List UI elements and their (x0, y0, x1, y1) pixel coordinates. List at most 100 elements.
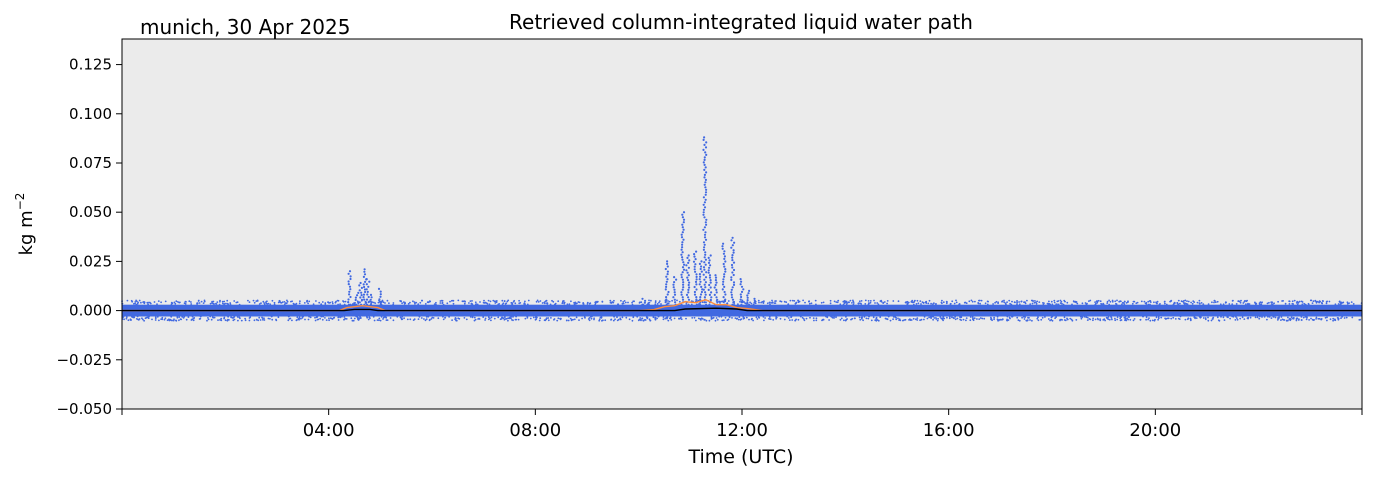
scatter-point (439, 300, 442, 302)
scatter-point (702, 266, 706, 269)
scatter-point (703, 246, 706, 249)
scatter-point (693, 255, 696, 258)
scatter-point (704, 193, 707, 196)
scatter-point (202, 302, 205, 304)
scatter-point (685, 317, 687, 320)
scatter-point (681, 246, 684, 249)
scatter-point (703, 236, 707, 239)
scatter-point (833, 300, 836, 303)
scatter-point (382, 318, 384, 320)
scatter-point (844, 301, 846, 304)
scatter-point (283, 303, 286, 306)
scatter-point (141, 317, 143, 320)
scatter-point (702, 273, 705, 276)
scatter-point (703, 318, 706, 321)
y-tick-label: 0.075 (69, 154, 112, 172)
scatter-point (1261, 316, 1263, 318)
scatter-point (700, 260, 703, 263)
scatter-point (515, 315, 517, 318)
scatter-point (303, 302, 306, 304)
scatter-point (752, 303, 755, 306)
scatter-point (549, 303, 552, 306)
scatter-point (699, 275, 702, 278)
scatter-point (1016, 316, 1019, 319)
scatter-point (1216, 316, 1219, 319)
scatter-point (906, 302, 909, 305)
scatter-point (473, 319, 476, 322)
scatter-point (583, 316, 586, 318)
scatter-point (337, 315, 340, 318)
scatter-point (1238, 300, 1241, 303)
scatter-point (1270, 317, 1273, 319)
scatter-point (1207, 319, 1210, 322)
scatter-point (713, 293, 716, 296)
scatter-point (911, 301, 914, 304)
scatter-point (322, 315, 324, 318)
scatter-point (1131, 302, 1134, 305)
scatter-point (983, 317, 986, 320)
scatter-point (376, 319, 379, 321)
scatter-point (803, 319, 806, 322)
scatter-point (764, 317, 766, 319)
scatter-point (1173, 302, 1176, 305)
scatter-point (680, 273, 683, 276)
scatter-point (386, 299, 389, 302)
scatter-point (762, 302, 765, 304)
scatter-point (1017, 319, 1020, 322)
scatter-point (732, 301, 735, 304)
scatter-point (1290, 316, 1293, 319)
scatter-point (697, 317, 700, 320)
y-tick-label: 0.050 (69, 203, 112, 221)
scatter-point (158, 319, 160, 322)
scatter-point (377, 287, 381, 290)
scatter-point (775, 316, 778, 319)
scatter-point (123, 318, 125, 321)
scatter-point (519, 302, 522, 304)
scatter-point (1024, 302, 1027, 305)
scatter-point (613, 299, 615, 302)
scatter-point (125, 316, 128, 318)
scatter-point (1037, 319, 1040, 322)
scatter-point (298, 317, 300, 320)
scatter-point (858, 316, 861, 319)
scatter-point (1102, 319, 1105, 321)
scatter-point (1304, 303, 1307, 306)
scatter-point (567, 319, 570, 322)
scatter-point (1153, 319, 1156, 322)
scatter-point (636, 315, 639, 318)
scatter-point (648, 299, 650, 302)
scatter-point (1243, 300, 1246, 303)
scatter-point (1119, 319, 1122, 322)
scatter-point (787, 317, 790, 319)
scatter-point (681, 288, 684, 291)
scatter-point (211, 300, 214, 303)
scatter-point (364, 301, 367, 304)
scatter-point (721, 245, 724, 248)
scatter-point (364, 280, 367, 283)
scatter-point (366, 315, 368, 318)
scatter-point (825, 315, 828, 318)
scatter-point (687, 303, 690, 306)
scatter-point (503, 300, 506, 303)
scatter-point (137, 301, 140, 304)
scatter-point (266, 303, 269, 305)
scatter-point (474, 301, 477, 304)
scatter-point (190, 303, 193, 305)
scatter-point (333, 316, 336, 319)
scatter-point (359, 317, 362, 319)
scatter-point (1026, 299, 1028, 302)
scatter-point (1186, 300, 1188, 302)
scatter-point (215, 303, 218, 305)
scatter-point (664, 288, 667, 291)
scatter-point (1081, 302, 1084, 305)
scatter-point (213, 303, 216, 305)
scatter-point (723, 257, 726, 260)
scatter-point (283, 301, 286, 303)
scatter-point (1276, 319, 1279, 321)
scatter-point (1142, 315, 1144, 318)
scatter-point (1170, 299, 1173, 302)
scatter-point (843, 319, 845, 322)
scatter-point (941, 299, 943, 302)
scatter-point (1351, 316, 1354, 319)
scatter-point (308, 300, 311, 303)
